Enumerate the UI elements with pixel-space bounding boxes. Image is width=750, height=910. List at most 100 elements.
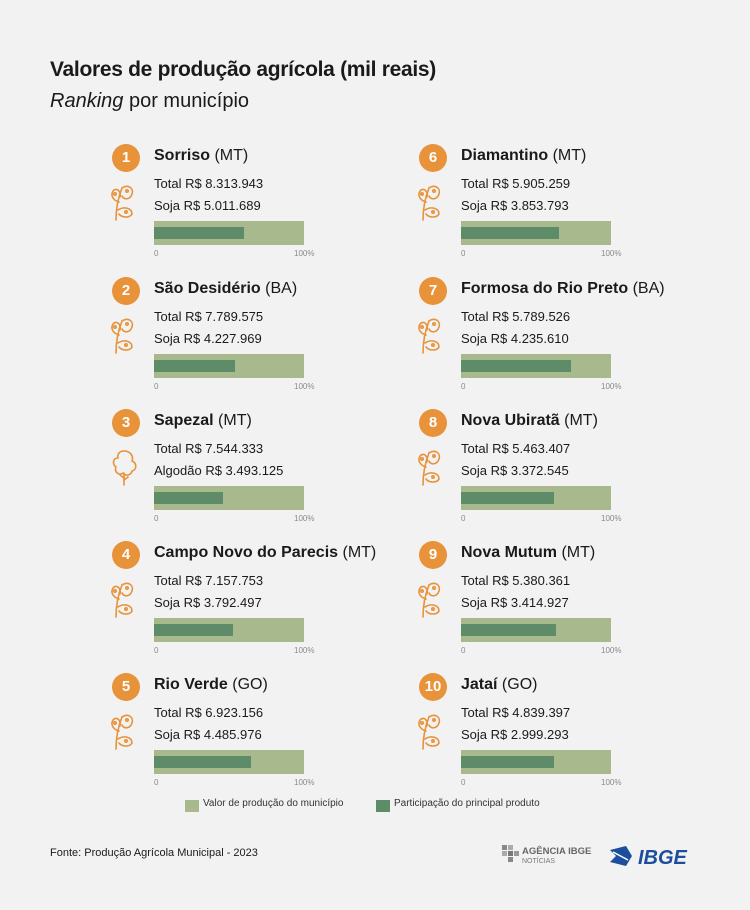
municipality-name: Jataí (GO)	[461, 676, 538, 693]
total-value: Total R$ 5.905.259	[461, 176, 571, 191]
svg-text:NOTÍCIAS: NOTÍCIAS	[522, 856, 555, 865]
total-bar	[461, 486, 611, 510]
total-bar	[154, 618, 304, 642]
product-value: Soja R$ 5.011.689	[154, 198, 261, 213]
tick-0: 0	[461, 778, 466, 787]
total-bar	[154, 221, 304, 245]
soy-leaf-icon	[418, 318, 441, 354]
product-share-bar	[461, 756, 554, 768]
ranking-card: 8 Nova Ubiratã (MT) Total R$ 5.463.407 S…	[418, 409, 679, 539]
ranking-card: 1 Sorriso (MT) Total R$ 8.313.943 Soja R…	[111, 144, 372, 274]
municipality-name: Campo Novo do Parecis (MT)	[154, 544, 377, 561]
total-value: Total R$ 4.839.397	[461, 705, 571, 720]
tick-100: 100%	[294, 382, 315, 391]
total-bar	[154, 750, 304, 774]
svg-text:AGÊNCIA IBGE: AGÊNCIA IBGE	[522, 845, 591, 857]
total-value: Total R$ 7.544.333	[154, 441, 264, 456]
tick-0: 0	[461, 382, 466, 391]
total-value: Total R$ 5.463.407	[461, 441, 571, 456]
ranking-card: 2 São Desidério (BA) Total R$ 7.789.575 …	[111, 277, 372, 407]
total-value: Total R$ 5.380.361	[461, 573, 571, 588]
total-value: Total R$ 7.789.575	[154, 309, 264, 324]
municipality-name: Nova Mutum (MT)	[461, 544, 596, 561]
total-bar	[461, 221, 611, 245]
tick-100: 100%	[601, 646, 622, 655]
rank-badge: 9	[419, 541, 447, 569]
tick-0: 0	[461, 249, 466, 258]
product-value: Soja R$ 4.485.976	[154, 727, 262, 742]
rank-badge: 8	[419, 409, 447, 437]
total-bar	[461, 750, 611, 774]
tick-0: 0	[154, 514, 159, 523]
product-value: Soja R$ 4.227.969	[154, 331, 262, 346]
tick-0: 0	[461, 646, 466, 655]
municipality-name: Nova Ubiratã (MT)	[461, 412, 598, 429]
ibge-logo: IBGE	[610, 846, 688, 868]
product-share-bar	[154, 360, 236, 372]
product-value: Soja R$ 3.792.497	[154, 595, 262, 610]
total-bar	[461, 354, 611, 378]
municipality-name: Rio Verde (GO)	[154, 676, 268, 693]
rank-badge: 1	[112, 144, 140, 172]
ranking-card: 5 Rio Verde (GO) Total R$ 6.923.156 Soja…	[111, 673, 372, 803]
product-value: Soja R$ 2.999.293	[461, 727, 569, 742]
soy-leaf-icon	[111, 318, 134, 354]
soy-leaf-icon	[111, 185, 134, 221]
rank-badge: 2	[112, 277, 140, 305]
legend-swatch-share	[376, 800, 390, 812]
tick-100: 100%	[294, 249, 315, 258]
rank-badge: 7	[419, 277, 447, 305]
municipality-name: Formosa do Rio Preto (BA)	[461, 280, 665, 297]
tick-100: 100%	[294, 514, 315, 523]
total-bar	[154, 486, 304, 510]
ranking-card: 7 Formosa do Rio Preto (BA) Total R$ 5.7…	[418, 277, 679, 407]
tick-100: 100%	[601, 778, 622, 787]
total-value: Total R$ 6.923.156	[154, 705, 264, 720]
product-share-bar	[461, 624, 557, 636]
tick-0: 0	[154, 778, 159, 787]
tick-100: 100%	[294, 646, 315, 655]
ranking-card: 6 Diamantino (MT) Total R$ 5.905.259 Soj…	[418, 144, 679, 274]
svg-text:IBGE: IBGE	[638, 847, 688, 868]
soy-leaf-icon	[418, 185, 441, 221]
product-share-bar	[461, 360, 571, 372]
soy-leaf-icon	[418, 450, 441, 486]
rank-badge: 3	[112, 409, 140, 437]
tick-0: 0	[154, 249, 159, 258]
source-note: Fonte: Produção Agrícola Municipal - 202…	[50, 847, 258, 859]
product-value: Algodão R$ 3.493.125	[154, 463, 284, 478]
product-value: Soja R$ 3.372.545	[461, 463, 569, 478]
rank-badge: 5	[112, 673, 140, 701]
total-value: Total R$ 5.789.526	[461, 309, 571, 324]
rank-badge: 10	[419, 673, 447, 701]
soy-leaf-icon	[418, 582, 441, 618]
rank-badge: 6	[419, 144, 447, 172]
total-value: Total R$ 7.157.753	[154, 573, 264, 588]
legend-label-total: Valor de produção do município	[203, 798, 344, 809]
total-value: Total R$ 8.313.943	[154, 176, 264, 191]
rank-badge: 4	[112, 541, 140, 569]
chart-title: Valores de produção agrícola (mil reais)	[50, 58, 436, 81]
tick-0: 0	[154, 646, 159, 655]
tick-0: 0	[154, 382, 159, 391]
total-bar	[154, 354, 304, 378]
ranking-card: 3 Sapezal (MT) Total R$ 7.544.333 Algodã…	[112, 409, 372, 539]
legend-swatch-total	[185, 800, 199, 812]
ranking-card: 9 Nova Mutum (MT) Total R$ 5.380.361 Soj…	[418, 541, 679, 671]
soy-leaf-icon	[111, 714, 134, 750]
municipality-name: Diamantino (MT)	[461, 147, 587, 164]
tick-0: 0	[461, 514, 466, 523]
tick-100: 100%	[601, 382, 622, 391]
municipality-name: Sapezal (MT)	[154, 412, 252, 429]
cotton-icon	[112, 450, 137, 486]
product-share-bar	[461, 227, 559, 239]
chart-subtitle: Ranking por município	[50, 90, 250, 112]
product-value: Soja R$ 3.853.793	[461, 198, 569, 213]
soy-leaf-icon	[418, 714, 441, 750]
ranking-card: 4 Campo Novo do Parecis (MT) Total R$ 7.…	[111, 541, 376, 671]
total-bar	[461, 618, 611, 642]
tick-100: 100%	[294, 778, 315, 787]
tick-100: 100%	[601, 249, 622, 258]
legend-label-share: Participação do principal produto	[394, 798, 540, 809]
product-share-bar	[154, 756, 252, 768]
